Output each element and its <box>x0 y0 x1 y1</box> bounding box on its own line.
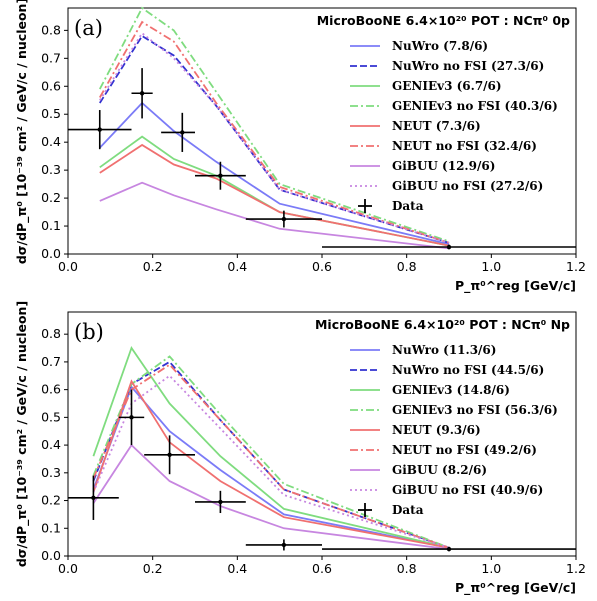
y-tick-label: 0.3 <box>41 465 61 480</box>
data-marker <box>446 244 452 250</box>
series-line-1 <box>99 34 450 244</box>
legend-entry-0: NuWro (11.3/6) <box>392 343 496 357</box>
y-tick-label: 0.1 <box>41 218 61 233</box>
data-point <box>322 546 576 552</box>
data-point <box>68 110 132 150</box>
panel-a: 0.0 0.2 0.4 0.6 0.8 1.0 1.2 0.0 0.1 0.2 0.3 0.4 0.5 0… <box>14 0 586 294</box>
x-tick-label: 0.6 <box>312 561 332 576</box>
panel-tag: (b) <box>74 320 104 344</box>
data-marker <box>281 216 287 222</box>
data-marker <box>97 127 102 132</box>
legend-entry-4: NEUT (9.3/6) <box>392 423 481 437</box>
data-point <box>245 210 322 228</box>
series-line-3 <box>99 6 450 243</box>
legend-entry-data: Data <box>392 199 424 213</box>
legend-entry-7: GiBUU no FSI (27.2/6) <box>392 179 543 193</box>
data-marker <box>91 495 96 500</box>
x-tick-label: 0.2 <box>143 259 163 274</box>
y-tick-label: 0.8 <box>41 22 61 37</box>
series-line-4 <box>92 379 450 549</box>
legend-entry-1: NuWro no FSI (44.5/6) <box>392 363 544 377</box>
y-tick-label: 0.2 <box>41 493 61 508</box>
panel-b: 0.0 0.2 0.4 0.6 0.8 1.0 1.2 0.0 0.1 0.2 0.3 0.4 0.5 0… <box>14 301 586 596</box>
data-marker <box>167 452 172 457</box>
x-tick-label: 0.8 <box>397 561 417 576</box>
x-tick-label: 0.0 <box>58 259 78 274</box>
y-tick-label: 0.4 <box>41 134 61 149</box>
y-tick-label: 0.1 <box>41 520 61 535</box>
data-marker <box>129 415 134 420</box>
legend-entry-3: GENIEv3 no FSI (40.3/6) <box>392 99 558 113</box>
series-line-7 <box>99 31 450 244</box>
y-tick-label: 0.5 <box>41 106 61 121</box>
legend-entry-7: GiBUU no FSI (40.9/6) <box>392 483 543 497</box>
x-tick-label: 0.0 <box>58 561 78 576</box>
data-point <box>195 490 246 514</box>
legend-entry-5: NEUT no FSI (32.4/6) <box>392 139 537 153</box>
y-tick-label: 0.2 <box>41 190 61 205</box>
panel-tag: (a) <box>74 16 103 40</box>
data-point <box>161 112 195 152</box>
y-tick-label: 0.7 <box>41 354 61 369</box>
x-tick-label: 1.0 <box>481 259 501 274</box>
data-point <box>118 389 145 446</box>
data-marker <box>180 130 185 135</box>
y-tick-label: 0.0 <box>41 246 61 261</box>
y-tick-label: 0.6 <box>41 78 61 93</box>
data-marker <box>218 173 223 178</box>
series-line-2 <box>92 346 450 549</box>
y-tick-label: 0.8 <box>41 326 61 341</box>
legend-entry-6: GiBUU (12.9/6) <box>392 159 495 173</box>
y-axis-label: dσ/dP_π⁰ [10⁻³⁹ cm² / GeV/c / nucleon] <box>14 301 30 567</box>
series-line-6 <box>99 181 450 250</box>
x-tick-label: 1.2 <box>566 561 586 576</box>
legend-entry-5: NEUT no FSI (49.2/6) <box>392 443 537 457</box>
legend-entry-4: NEUT (7.3/6) <box>392 119 481 133</box>
plot-frame <box>67 311 577 557</box>
y-tick-label: 0.7 <box>41 50 61 65</box>
data-marker <box>446 546 452 552</box>
x-axis-label: P_π⁰^reg [GeV/c] <box>455 278 576 294</box>
data-marker <box>218 499 223 505</box>
series-line-0 <box>99 101 450 246</box>
series-line-7 <box>92 374 450 549</box>
legend-entry-6: GiBUU (8.2/6) <box>392 463 487 477</box>
chart-title: MicroBooNE 6.4×10²⁰ POT : NCπ⁰ 0p <box>317 13 570 28</box>
data-point <box>144 435 195 475</box>
legend-entry-0: NuWro (7.8/6) <box>392 39 488 53</box>
x-tick-label: 1.2 <box>566 259 586 274</box>
legend-entry-3: GENIEv3 no FSI (56.3/6) <box>392 403 558 417</box>
series-line-5 <box>92 363 450 549</box>
x-tick-label: 0.6 <box>312 259 332 274</box>
legend-entry-2: GENIEv3 (14.8/6) <box>392 383 510 397</box>
data-point <box>322 244 576 250</box>
y-tick-label: 0.0 <box>41 548 61 563</box>
x-tick-label: 0.4 <box>227 561 247 576</box>
series-line-5 <box>99 20 450 244</box>
x-axis-label: P_π⁰^reg [GeV/c] <box>455 580 576 596</box>
y-tick-label: 0.5 <box>41 409 61 424</box>
data-point <box>245 539 322 551</box>
y-tick-label: 0.3 <box>41 162 61 177</box>
x-tick-label: 0.8 <box>397 259 417 274</box>
data-point <box>131 68 153 119</box>
data-marker <box>139 91 145 96</box>
y-axis-label: dσ/dP_π⁰ [10⁻³⁹ cm² / GeV/c / nucleon] <box>14 0 30 264</box>
legend-entry-2: GENIEv3 (6.7/6) <box>392 79 502 93</box>
legend-entry-1: NuWro no FSI (27.3/6) <box>392 59 544 73</box>
x-tick-label: 0.4 <box>227 259 247 274</box>
y-tick-label: 0.4 <box>41 437 61 452</box>
chart-title: MicroBooNE 6.4×10²⁰ POT : NCπ⁰ Np <box>315 317 570 332</box>
x-tick-label: 0.2 <box>143 561 163 576</box>
data-point <box>68 475 119 520</box>
series-line-6 <box>92 443 450 550</box>
data-marker <box>281 542 287 548</box>
y-tick-label: 0.6 <box>41 382 61 397</box>
plot-frame <box>67 7 577 255</box>
data-point <box>195 161 246 190</box>
legend-entry-data: Data <box>392 503 424 517</box>
x-tick-label: 1.0 <box>481 561 501 576</box>
series-line-4 <box>99 143 450 247</box>
